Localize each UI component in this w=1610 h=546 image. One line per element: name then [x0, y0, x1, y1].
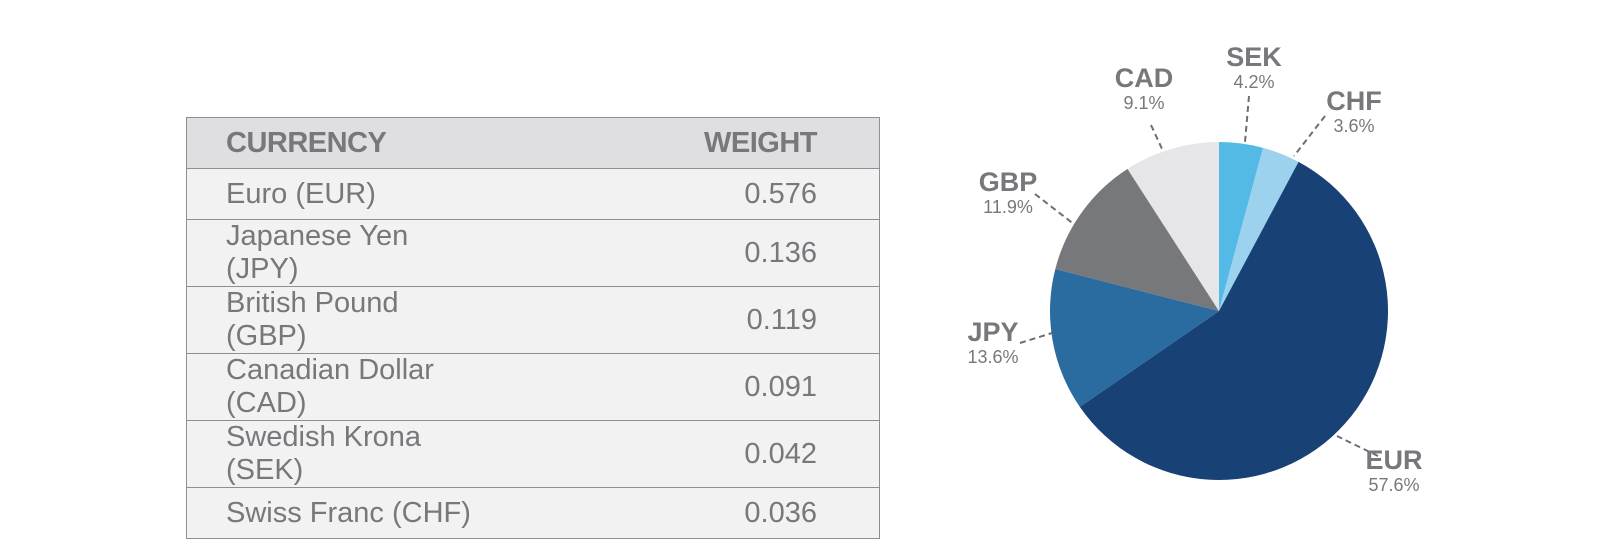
slice-label-sek: SEK — [1226, 42, 1282, 72]
table-row: Euro (EUR) 0.576 — [186, 168, 880, 220]
slice-label-eur: EUR — [1365, 445, 1422, 475]
table-row: Canadian Dollar (CAD) 0.091 — [186, 353, 880, 421]
slice-label-gbp: GBP — [979, 167, 1038, 197]
weight-cell: 0.042 — [533, 420, 880, 488]
pie-slice-chf — [1219, 147, 1299, 311]
leader-line-sek — [1244, 95, 1250, 143]
slice-percent-jpy: 13.6% — [967, 347, 1018, 367]
weight-cell: 0.576 — [533, 168, 880, 220]
slice-percent-gbp: 11.9% — [983, 197, 1033, 217]
table-row: Japanese Yen (JPY) 0.136 — [186, 219, 880, 287]
currency-cell: British Pound (GBP) — [186, 286, 533, 354]
pie-leader-lines — [1019, 95, 1379, 457]
pie-slice-cad — [1127, 142, 1219, 311]
header-weight: WEIGHT — [533, 117, 880, 169]
leader-line-jpy — [1019, 332, 1053, 344]
slice-percent-sek: 4.2% — [1233, 72, 1274, 92]
table-row: British Pound (GBP) 0.119 — [186, 286, 880, 354]
leader-line-chf — [1293, 115, 1326, 157]
table-header-row: CURRENCY WEIGHT — [186, 117, 880, 169]
table-row: Swiss Franc (CHF) 0.036 — [186, 487, 880, 539]
currency-cell: Swiss Franc (CHF) — [186, 487, 533, 539]
pie-slice-sek — [1219, 142, 1264, 311]
weight-cell: 0.036 — [533, 487, 880, 539]
slice-percent-chf: 3.6% — [1333, 116, 1374, 136]
slice-label-cad: CAD — [1115, 63, 1174, 93]
pie-slices — [1050, 142, 1389, 481]
leader-line-cad — [1150, 124, 1164, 152]
weight-cell: 0.136 — [533, 219, 880, 287]
pie-slice-gbp — [1055, 168, 1219, 311]
pie-slice-eur — [1079, 161, 1389, 481]
weight-cell: 0.091 — [533, 353, 880, 421]
table-row: Swedish Krona (SEK) 0.042 — [186, 420, 880, 488]
slice-percent-cad: 9.1% — [1123, 93, 1164, 113]
pie-slice-jpy — [1050, 268, 1219, 407]
currency-cell: Swedish Krona (SEK) — [186, 420, 533, 488]
leader-line-gbp — [1034, 193, 1076, 226]
weight-cell: 0.119 — [533, 286, 880, 354]
currency-weights-table: CURRENCY WEIGHT Euro (EUR) 0.576 Japanes… — [186, 117, 880, 539]
currency-cell: Euro (EUR) — [186, 168, 533, 220]
currency-cell: Japanese Yen (JPY) — [186, 219, 533, 287]
leader-line-eur — [1336, 435, 1379, 457]
slice-percent-eur: 57.6% — [1368, 475, 1419, 495]
currency-cell: Canadian Dollar (CAD) — [186, 353, 533, 421]
header-currency: CURRENCY — [186, 117, 533, 169]
slice-label-jpy: JPY — [967, 317, 1018, 347]
slice-label-chf: CHF — [1326, 86, 1382, 116]
